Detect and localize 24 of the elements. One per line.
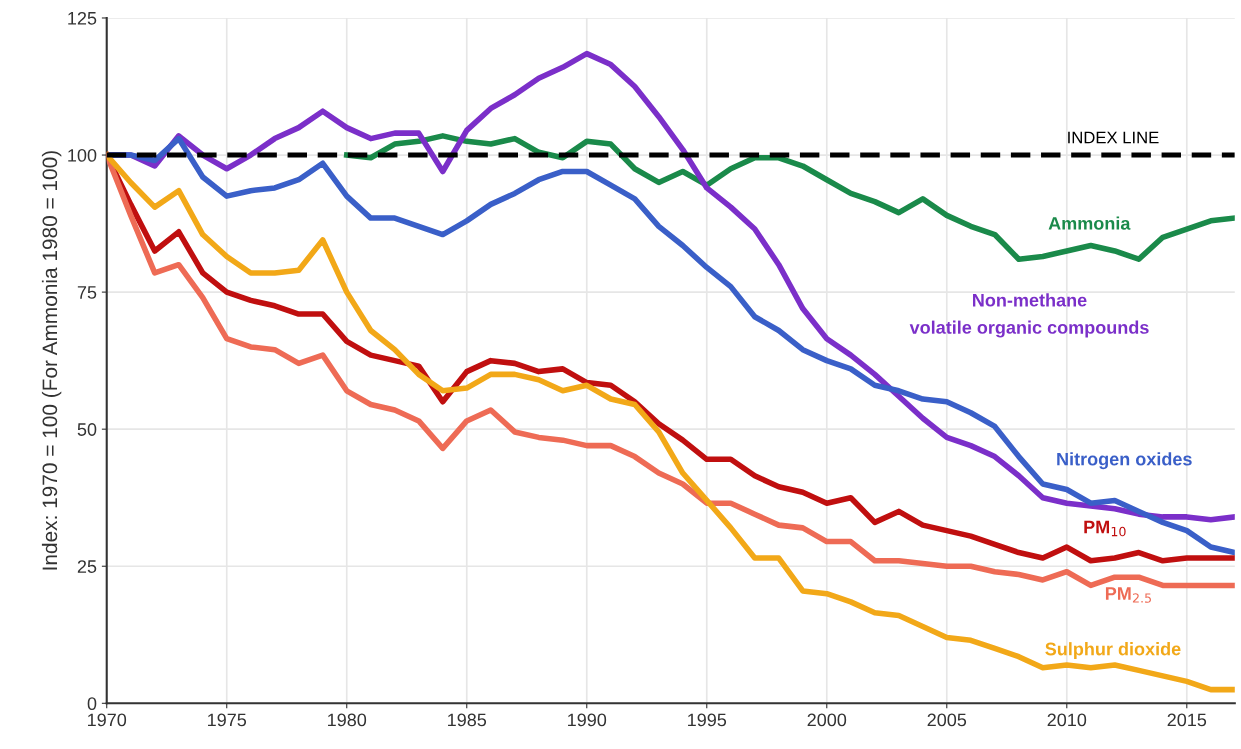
x-tick-label: 1990: [568, 713, 607, 727]
text: Non-methane volatile organic compounds: [909, 293, 1149, 338]
series-label: Ammonia: [1048, 216, 1131, 230]
y-tick-label: 25: [77, 560, 97, 573]
y-tick-label: 0: [87, 697, 97, 711]
x-tick-label: 2005: [927, 713, 967, 727]
y-axis-title: Index: 1970 = 100 (For Ammonia 1980 = 100): [41, 151, 62, 570]
x-tick-label: 1985: [448, 713, 487, 727]
x-tick-label: 2000: [807, 713, 847, 727]
series-label: PM$_{10}$: [1084, 520, 1126, 537]
ref-line-label: INDEX LINE: [1068, 131, 1159, 144]
x-tick-label: 1970: [88, 713, 127, 727]
y-tick-label: 100: [68, 148, 97, 162]
series-label: Sulphur dioxide: [1045, 642, 1181, 659]
x-tick-label: 2010: [1047, 713, 1087, 727]
x-tick-label: 1975: [208, 713, 247, 727]
y-tick-label: 75: [77, 286, 97, 299]
x-tick-label: 1995: [688, 713, 727, 727]
x-tick-label: 2015: [1167, 713, 1207, 727]
series-label: PM$_{2.5}$: [1105, 587, 1151, 603]
y-tick-label: 50: [77, 423, 97, 436]
x-tick-label: 1980: [328, 713, 367, 727]
series-label: Nitrogen oxides: [1057, 452, 1192, 470]
y-tick-label: 125: [68, 11, 97, 25]
